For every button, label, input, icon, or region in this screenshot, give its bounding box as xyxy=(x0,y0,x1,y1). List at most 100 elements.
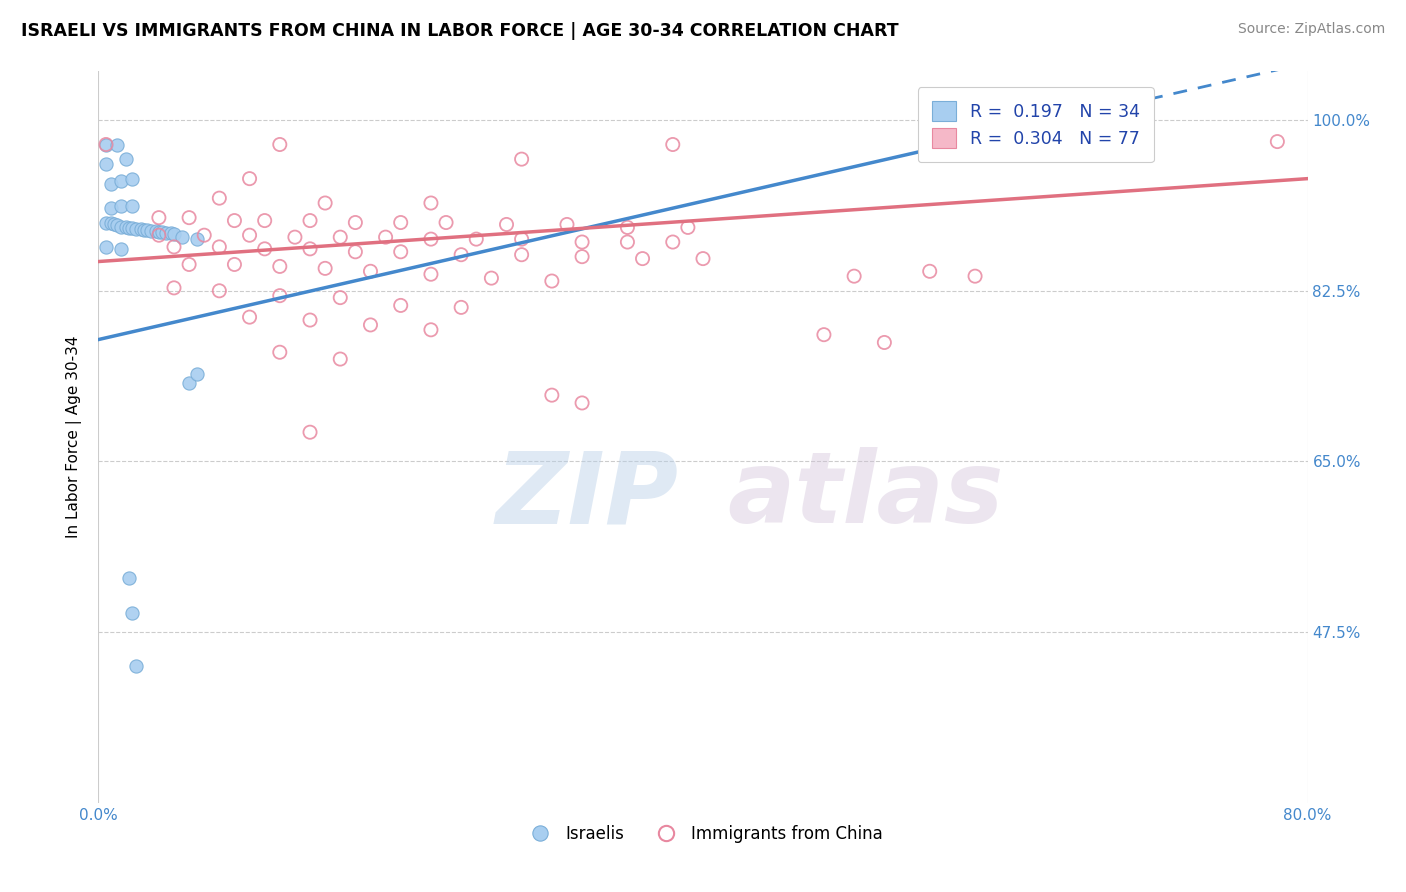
Point xyxy=(676,220,699,235)
Point xyxy=(389,215,412,229)
Point xyxy=(329,291,352,305)
Point xyxy=(510,152,533,166)
Point xyxy=(284,230,307,244)
Point xyxy=(121,199,143,213)
Point xyxy=(344,215,367,229)
Point xyxy=(253,213,276,227)
Point xyxy=(114,152,136,166)
Point xyxy=(329,352,352,367)
Point xyxy=(110,242,132,256)
Point xyxy=(193,228,215,243)
Text: ISRAELI VS IMMIGRANTS FROM CHINA IN LABOR FORCE | AGE 30-34 CORRELATION CHART: ISRAELI VS IMMIGRANTS FROM CHINA IN LABO… xyxy=(21,22,898,40)
Point xyxy=(269,288,291,302)
Point xyxy=(110,199,132,213)
Point xyxy=(495,218,517,232)
Point xyxy=(94,215,117,229)
Point xyxy=(631,252,654,266)
Point xyxy=(299,213,322,227)
Point xyxy=(434,215,457,229)
Point xyxy=(314,261,336,276)
Point xyxy=(121,171,143,186)
Point xyxy=(94,137,117,152)
Point xyxy=(299,313,322,327)
Point xyxy=(420,323,443,337)
Point xyxy=(571,396,593,410)
Point xyxy=(389,298,412,312)
Point xyxy=(360,264,382,278)
Point xyxy=(965,269,987,284)
Point xyxy=(269,137,291,152)
Point xyxy=(94,137,117,152)
Point xyxy=(224,213,246,227)
Point xyxy=(186,367,208,381)
Point xyxy=(571,250,593,264)
Point xyxy=(155,226,177,240)
Point xyxy=(125,659,148,673)
Point xyxy=(360,318,382,332)
Point xyxy=(179,211,201,225)
Text: Source: ZipAtlas.com: Source: ZipAtlas.com xyxy=(1237,22,1385,37)
Point xyxy=(661,235,683,249)
Point xyxy=(299,242,322,256)
Point xyxy=(118,221,141,235)
Point xyxy=(100,177,122,191)
Point xyxy=(314,196,336,211)
Point xyxy=(114,220,136,235)
Point xyxy=(132,223,155,237)
Point xyxy=(110,220,132,235)
Point xyxy=(163,281,186,295)
Point xyxy=(121,606,143,620)
Point xyxy=(179,376,201,391)
Point xyxy=(125,222,148,236)
Point xyxy=(208,191,231,205)
Point xyxy=(389,244,412,259)
Point xyxy=(118,572,141,586)
Point xyxy=(481,271,503,285)
Point xyxy=(844,269,866,284)
Point xyxy=(94,157,117,171)
Point xyxy=(420,196,443,211)
Text: atlas: atlas xyxy=(727,447,1004,544)
Point xyxy=(450,248,472,262)
Point xyxy=(571,235,593,249)
Point xyxy=(100,201,122,215)
Point xyxy=(121,221,143,235)
Point xyxy=(100,215,122,229)
Point xyxy=(540,274,562,288)
Point xyxy=(692,252,714,266)
Point xyxy=(465,232,488,246)
Point xyxy=(186,232,208,246)
Point xyxy=(420,232,443,246)
Point xyxy=(145,224,167,238)
Point xyxy=(239,310,262,325)
Point xyxy=(141,224,163,238)
Point xyxy=(873,335,896,350)
Point xyxy=(269,345,291,359)
Point xyxy=(540,388,562,402)
Point xyxy=(813,327,835,342)
Point xyxy=(918,264,941,278)
Point xyxy=(239,228,262,243)
Point xyxy=(129,222,152,236)
Point xyxy=(148,228,170,243)
Point xyxy=(239,171,262,186)
Point xyxy=(135,223,157,237)
Point xyxy=(616,235,638,249)
Text: ZIP: ZIP xyxy=(496,447,679,544)
Point xyxy=(148,225,170,239)
Point xyxy=(329,230,352,244)
Point xyxy=(616,220,638,235)
Point xyxy=(103,218,125,232)
Point xyxy=(208,284,231,298)
Point xyxy=(163,227,186,242)
Point xyxy=(179,257,201,271)
Point xyxy=(160,226,183,240)
Point xyxy=(344,244,367,259)
Point xyxy=(253,242,276,256)
Point xyxy=(148,211,170,225)
Point xyxy=(170,230,193,244)
Point xyxy=(150,225,173,239)
Point xyxy=(105,219,128,233)
Point xyxy=(208,240,231,254)
Point xyxy=(110,173,132,187)
